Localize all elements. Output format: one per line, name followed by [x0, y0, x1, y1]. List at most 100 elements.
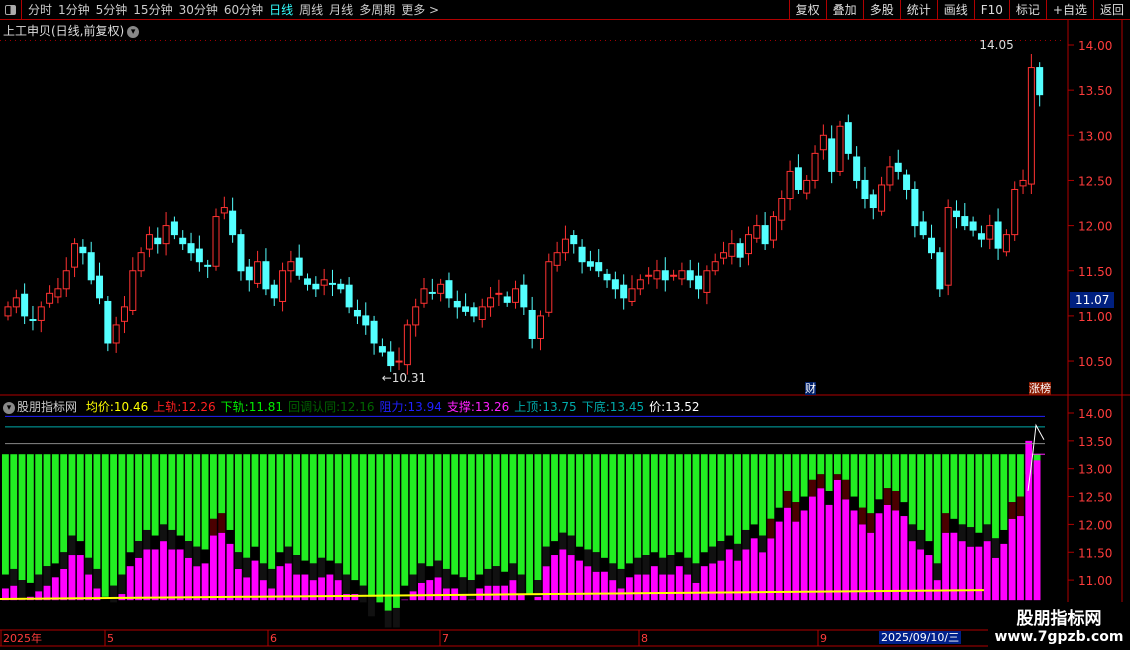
- period-tab[interactable]: 多周期: [359, 3, 396, 17]
- limit-up-marker[interactable]: 涨榜: [1029, 382, 1051, 395]
- toolbar-button[interactable]: 叠加: [825, 0, 863, 20]
- gap-bar: [143, 529, 151, 550]
- candle-body: [487, 297, 495, 308]
- magenta-bar: [576, 560, 583, 601]
- gap-bar: [817, 474, 825, 489]
- green-bar: [418, 454, 425, 564]
- toolbar-button[interactable]: 画线: [936, 0, 974, 20]
- gap-bar: [492, 566, 500, 586]
- green-bar: [983, 454, 991, 525]
- green-bar: [459, 454, 467, 578]
- finance-marker[interactable]: 财: [805, 382, 816, 395]
- candle-body: [661, 270, 669, 281]
- gap-bar: [684, 557, 692, 575]
- gap-bar: [334, 563, 342, 581]
- candle-body: [312, 283, 320, 290]
- gap-bar: [809, 479, 816, 497]
- toolbar-button[interactable]: 复权: [788, 0, 826, 20]
- candle-body: [229, 210, 237, 236]
- period-tab[interactable]: 分时: [28, 3, 53, 17]
- period-tab[interactable]: 月线: [329, 3, 354, 17]
- toolbar-button[interactable]: 返回: [1092, 0, 1130, 20]
- green-bar: [201, 454, 209, 550]
- indicator-value: 下底:13.45: [581, 400, 645, 414]
- period-tab[interactable]: 更多 >: [401, 3, 440, 17]
- candle-body: [137, 252, 145, 272]
- candle-body: [744, 234, 752, 255]
- green-bar: [467, 454, 475, 581]
- period-tab[interactable]: 日线: [269, 3, 294, 17]
- magenta-bar: [534, 596, 542, 601]
- gap-bar: [908, 524, 916, 542]
- period-tab[interactable]: 15分钟: [133, 3, 173, 17]
- magenta-bar: [143, 549, 151, 601]
- period-tab[interactable]: 周线: [299, 3, 324, 17]
- indicator-tick-label: 11.00: [1078, 574, 1112, 588]
- candle-body: [1011, 188, 1019, 236]
- toolbar-button[interactable]: +自选: [1045, 0, 1093, 20]
- green-bar: [451, 454, 459, 575]
- magenta-bar: [825, 504, 833, 601]
- gap-bar: [942, 513, 949, 533]
- gap-bar: [467, 580, 475, 600]
- magenta-bar: [492, 585, 500, 601]
- green-bar: [85, 454, 93, 558]
- chevron-down-icon[interactable]: ▾: [127, 25, 140, 38]
- green-bar: [675, 454, 683, 553]
- gap-bar: [43, 566, 51, 586]
- layout-toggle-button[interactable]: [0, 0, 22, 20]
- date-label: 9: [820, 632, 827, 645]
- green-bar: [259, 454, 267, 564]
- current-price: 11.07: [1075, 293, 1109, 307]
- green-bar: [742, 454, 750, 530]
- magenta-bar: [85, 574, 93, 601]
- green-bar: [76, 454, 84, 542]
- chevron-down-icon[interactable]: ▾: [3, 401, 15, 414]
- green-bar: [609, 454, 617, 564]
- gap-bar: [160, 524, 167, 542]
- toolbar-button[interactable]: 标记: [1008, 0, 1046, 20]
- period-tab[interactable]: 5分钟: [95, 3, 128, 17]
- green-bar: [35, 454, 43, 575]
- current-price-box: [1070, 292, 1114, 308]
- toolbar-button[interactable]: 统计: [899, 0, 937, 20]
- green-bar: [800, 454, 808, 497]
- indicator-value: 价:13.52: [649, 400, 700, 414]
- candle-body: [378, 346, 386, 353]
- magenta-bar: [259, 580, 267, 601]
- toolbar-button[interactable]: 多股: [862, 0, 900, 20]
- indicator-value: 下轨:11.81: [220, 400, 284, 414]
- candle-body: [878, 184, 886, 212]
- green-bar: [892, 454, 900, 491]
- magenta-bar: [434, 577, 442, 601]
- magenta-bar: [601, 571, 608, 601]
- indicator-name: 股朋指标网: [17, 400, 78, 414]
- magenta-bar: [334, 580, 342, 601]
- candle-body: [645, 274, 653, 277]
- indicator-header: ▾ 股朋指标网 均价:10.46 上轨:12.26 下轨:11.81 回调认同:12.1…: [3, 398, 705, 415]
- candle-body: [46, 292, 54, 304]
- magenta-bar: [93, 588, 101, 601]
- green-bar: [700, 454, 708, 553]
- watermark-name: 股朋指标网: [1016, 609, 1102, 629]
- period-tab[interactable]: 1分钟: [58, 3, 90, 17]
- magenta-bar: [43, 585, 51, 601]
- gap-bar: [842, 479, 850, 500]
- period-tab[interactable]: 60分钟: [223, 3, 264, 17]
- green-bar: [51, 454, 59, 564]
- period-tab[interactable]: 30分钟: [178, 3, 218, 17]
- magenta-bar: [1000, 543, 1008, 601]
- candle-body: [869, 194, 877, 209]
- cursor-date: 2025/09/10/三: [879, 631, 962, 644]
- magenta-bar: [725, 549, 733, 601]
- toolbar-button[interactable]: F10: [973, 0, 1009, 20]
- candle-body: [96, 275, 104, 299]
- gap-bar: [343, 574, 350, 595]
- candle-body: [844, 122, 852, 154]
- gap-bar: [883, 488, 891, 505]
- candle-body: [977, 233, 985, 240]
- green-bar: [534, 454, 542, 581]
- candle-body: [428, 291, 436, 294]
- green-bar: [384, 454, 392, 611]
